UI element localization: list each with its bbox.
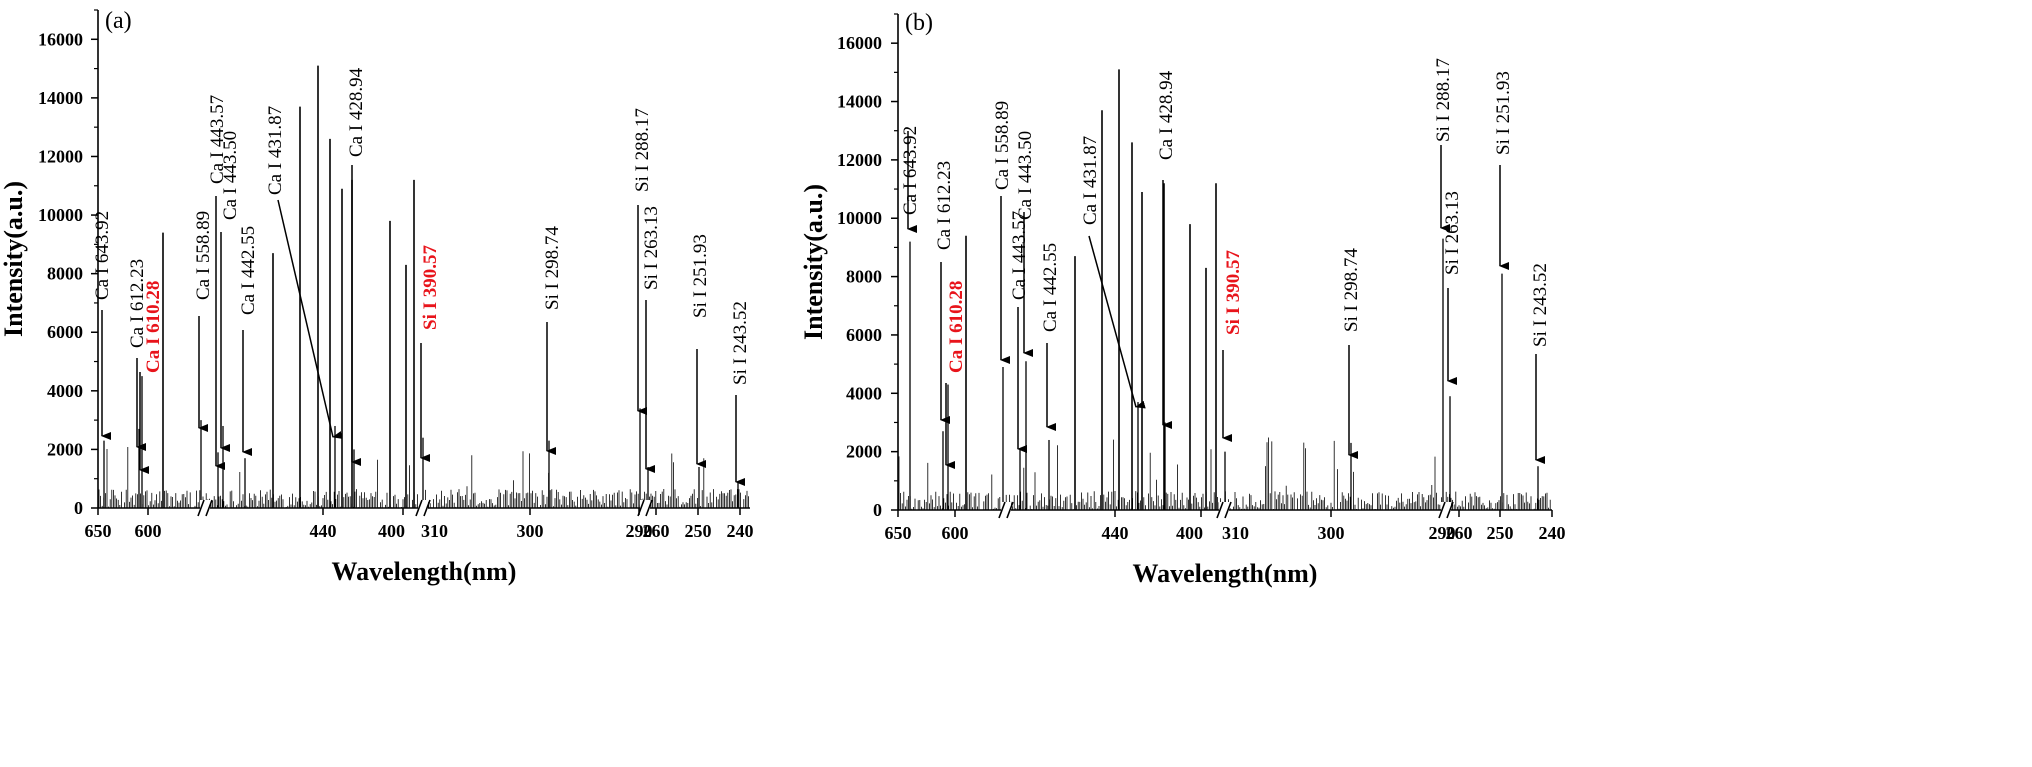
annotation-label: Ca I 643.92: [900, 126, 921, 215]
axis-break-mark: [1446, 501, 1454, 519]
annotation-label: Ca I 443.50: [220, 131, 241, 220]
annotation-label: Ca I 643.92: [92, 211, 113, 300]
x-tick-label: 250: [1487, 523, 1514, 543]
annotation-label: Si I 298.74: [542, 226, 563, 310]
spectrum-noise: [98, 447, 749, 508]
axis-break-mark: [1438, 501, 1446, 519]
x-axis-title: Wavelength(nm): [332, 557, 517, 586]
y-tick-label: 10000: [38, 205, 83, 225]
axis-break-mark: [645, 499, 653, 517]
annotation-arrow: [1088, 235, 1146, 409]
annotation-label: Ca I 428.94: [346, 67, 367, 157]
y-tick-label: 16000: [38, 29, 83, 49]
annotation-label: Ca I 558.89: [992, 101, 1013, 190]
x-tick-label: 600: [135, 521, 162, 541]
annotation-label: Ca I 431.87: [265, 106, 286, 195]
x-tick-label: 260: [1446, 523, 1473, 543]
axis-break-gap: [640, 500, 650, 516]
annotation-label: Ca I 443.57: [207, 95, 228, 184]
annotation-label: Ca I 428.94: [1156, 70, 1177, 160]
x-tick-label: 240: [727, 521, 754, 541]
x-axis-title: Wavelength(nm): [1133, 559, 1318, 588]
x-tick-label: 300: [1318, 523, 1345, 543]
annotation-label: Ca I 558.89: [193, 211, 214, 300]
annotation-label: Si I 288.17: [632, 108, 653, 192]
y-tick-label: 4000: [846, 383, 882, 403]
panel-label: (a): [105, 8, 132, 34]
x-tick-label: 600: [942, 523, 969, 543]
annotation-label: Ca I 610.28: [946, 281, 967, 373]
x-tick-label: 650: [885, 523, 912, 543]
y-axis-title: Intensity(a.u.): [799, 184, 828, 340]
annotation-label: Ca I 443.57: [1009, 211, 1030, 300]
annotation-arrow: [277, 199, 343, 439]
axis-break-mark: [423, 499, 431, 517]
axis-break-mark: [197, 499, 205, 517]
x-tick-label: 650: [85, 521, 112, 541]
x-tick-label: 260: [643, 521, 670, 541]
y-tick-label: 16000: [837, 33, 882, 53]
y-tick-label: 0: [74, 498, 83, 518]
y-tick-label: 2000: [47, 439, 83, 459]
annotation-label: Ca I 610.28: [143, 281, 164, 373]
annotation-label: Ca I 612.23: [934, 161, 955, 250]
y-tick-label: 8000: [846, 267, 882, 287]
axis-break-mark: [1216, 501, 1224, 519]
y-tick-label: 6000: [47, 322, 83, 342]
annotation-label: Si I 263.13: [1442, 191, 1463, 275]
axis-break-gap: [1219, 502, 1229, 518]
panel-label: (b): [905, 10, 933, 36]
annotation-label: Ca I 612.23: [127, 259, 148, 348]
annotation-label: Si I 390.57: [1223, 250, 1244, 335]
x-tick-label: 440: [1102, 523, 1129, 543]
y-tick-label: 2000: [846, 442, 882, 462]
annotation-label: Ca I 442.55: [1040, 243, 1061, 332]
x-tick-label: 440: [310, 521, 337, 541]
x-tick-label: 400: [1176, 523, 1203, 543]
y-tick-label: 14000: [837, 92, 882, 112]
y-tick-label: 8000: [47, 264, 83, 284]
y-tick-label: 4000: [47, 381, 83, 401]
y-tick-label: 0: [873, 500, 882, 520]
x-tick-label: 240: [1539, 523, 1566, 543]
axis-break-mark: [1224, 501, 1232, 519]
x-tick-label: 290: [1429, 523, 1456, 543]
annotation-label: Si I 390.57: [420, 245, 441, 330]
axis-break-gap: [200, 500, 210, 516]
annotation-label: Si I 263.13: [641, 206, 662, 290]
annotation-label: Si I 251.93: [1493, 71, 1514, 155]
axis-break-gap: [418, 500, 428, 516]
axis-break-mark: [415, 499, 423, 517]
x-tick-label: 300: [517, 521, 544, 541]
chart-panel-b: Ca I 643.92 Ca I 612.23 Ca I 610.28 Ca I 55…: [799, 10, 1566, 588]
y-tick-label: 12000: [38, 146, 83, 166]
axis-break-gap: [1001, 502, 1011, 518]
axis-break-mark: [1006, 501, 1014, 519]
y-tick-label: 12000: [837, 150, 882, 170]
axis-break-mark: [998, 501, 1006, 519]
x-tick-label: 250: [685, 521, 712, 541]
annotation-label: Si I 243.52: [730, 301, 751, 385]
x-tick-label: 400: [378, 521, 405, 541]
x-tick-label: 290: [626, 521, 653, 541]
annotation-label: Ca I 443.50: [1015, 131, 1036, 220]
y-tick-label: 10000: [837, 208, 882, 228]
x-tick-label: 310: [421, 521, 448, 541]
annotation-label: Si I 251.93: [690, 234, 711, 318]
annotation-label: Si I 243.52: [1530, 263, 1551, 347]
x-tick-label: 310: [1222, 523, 1249, 543]
axis-break-gap: [1441, 502, 1451, 518]
axis-break-mark: [637, 499, 645, 517]
annotation-label: Si I 288.17: [1433, 58, 1454, 142]
axis-break-mark: [205, 499, 213, 517]
y-tick-label: 14000: [38, 88, 83, 108]
annotation-label: Ca I 431.87: [1080, 136, 1101, 225]
annotation-label: Si I 298.74: [1341, 248, 1362, 332]
y-tick-label: 6000: [846, 325, 882, 345]
y-axis-title: Intensity(a.u.): [0, 181, 28, 337]
spectrum-noise: [898, 437, 1551, 510]
annotation-label: Ca I 442.55: [238, 226, 259, 315]
